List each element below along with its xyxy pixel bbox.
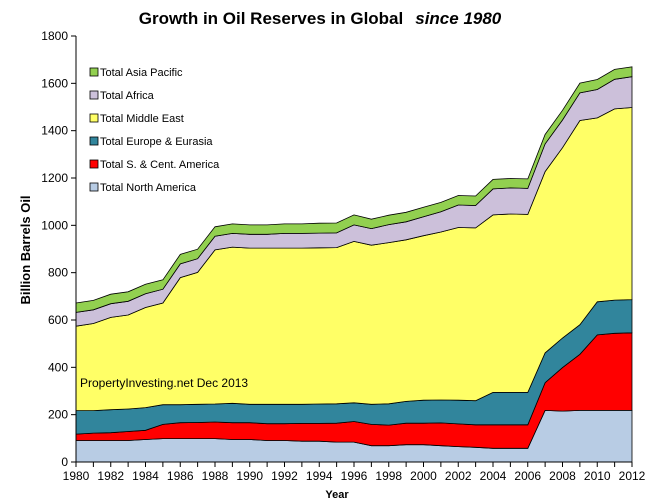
y-tick-label: 800 <box>48 266 68 280</box>
legend-label-total-asia-pacific: Total Asia Pacific <box>100 67 183 79</box>
x-tick-label: 2012 <box>619 469 646 483</box>
y-tick-label: 1000 <box>41 218 68 232</box>
x-axis-label: Year <box>325 489 349 501</box>
x-tick-label: 2006 <box>514 469 541 483</box>
chart-title-main: Growth in Oil Reserves in Global <box>139 9 404 28</box>
legend-label-total-middle-east: Total Middle East <box>100 113 184 125</box>
x-tick-label: 2010 <box>584 469 611 483</box>
x-tick-label: 2004 <box>480 469 507 483</box>
x-tick-label: 1988 <box>202 469 229 483</box>
y-tick-label: 1400 <box>41 124 68 138</box>
legend-label-total-europe-eurasia: Total Europe & Eurasia <box>100 136 213 148</box>
legend-swatch-total-middle-east <box>89 113 99 123</box>
x-tick-label: 1982 <box>97 469 124 483</box>
plot-area: 0 200 400 600 800 1000 1200 1400 1600 1800 1980 198… <box>41 29 645 483</box>
legend-swatch-total-africa <box>89 90 99 100</box>
chart-title: Growth in Oil Reserves in Global since 19… <box>139 9 502 28</box>
y-tick-label: 0 <box>61 455 68 469</box>
y-tick-label: 1800 <box>41 29 68 43</box>
legend-label-total-s-cent-america: Total S. & Cent. America <box>100 159 220 171</box>
legend-swatch-total-s-cent-america <box>89 159 99 169</box>
y-tick-label: 600 <box>48 313 68 327</box>
x-tick-label: 1996 <box>341 469 368 483</box>
x-tick-label: 2002 <box>445 469 472 483</box>
legend-label-total-north-america: Total North America <box>100 182 197 194</box>
y-tick-label: 400 <box>48 360 68 374</box>
x-tick-label: 1986 <box>167 469 194 483</box>
x-tick-label: 1998 <box>375 469 402 483</box>
legend-swatch-total-europe-eurasia <box>89 136 99 146</box>
legend-swatch-total-asia-pacific <box>89 67 99 77</box>
legend-label-total-africa: Total Africa <box>100 90 155 102</box>
legend: Total Asia Pacific Total Africa Total Midd… <box>89 67 220 194</box>
chart-title-italic: since 1980 <box>415 9 502 28</box>
source-annotation: PropertyInvesting.net Dec 2013 <box>80 376 248 390</box>
y-tick-label: 1600 <box>41 76 68 90</box>
y-tick-label: 1200 <box>41 171 68 185</box>
area-total-asia-pacific <box>75 66 633 313</box>
x-tick-label: 1992 <box>271 469 298 483</box>
y-tick-label: 200 <box>48 408 68 422</box>
x-tick-label: 1994 <box>306 469 333 483</box>
x-tick-label: 1984 <box>132 469 159 483</box>
y-axis-label: Billion Barrels Oil <box>18 195 33 304</box>
x-tick-label: 2008 <box>549 469 576 483</box>
x-tick-label: 1980 <box>63 469 90 483</box>
legend-swatch-total-north-america <box>89 182 99 192</box>
x-tick-label: 1990 <box>236 469 263 483</box>
x-tick-label: 2000 <box>410 469 437 483</box>
